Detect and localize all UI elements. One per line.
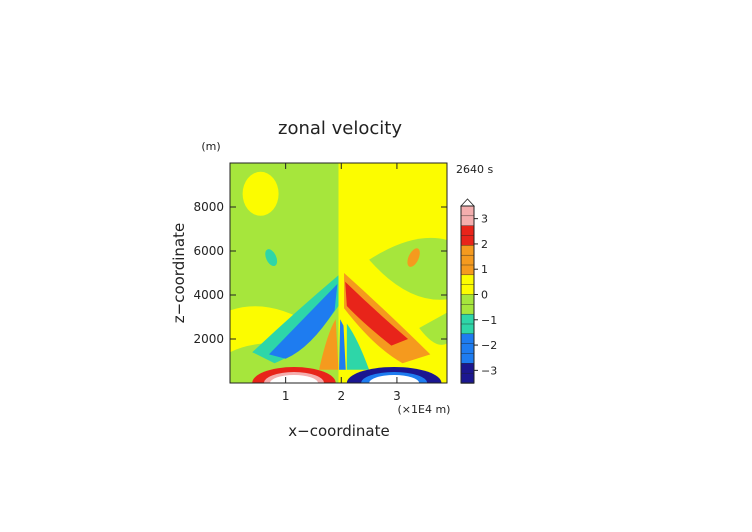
colorbar-tick-label: −1 bbox=[481, 314, 497, 327]
colorbar-band bbox=[460, 372, 475, 384]
x-tick-label: 3 bbox=[393, 389, 401, 403]
colorbar-band bbox=[460, 343, 475, 355]
chart-title: zonal velocity bbox=[278, 118, 402, 139]
x-axis-label: x−coordinate bbox=[288, 422, 389, 440]
colorbar: 3 2 1 0 −1 −2 −3 bbox=[460, 198, 497, 384]
plot-area bbox=[229, 162, 448, 384]
colorbar-band bbox=[460, 363, 475, 374]
colorbar-band bbox=[460, 333, 475, 345]
x-tick-label: 1 bbox=[282, 389, 290, 403]
heatmap-shapes bbox=[230, 163, 447, 383]
colorbar-band bbox=[460, 304, 475, 315]
field-right-band-halo bbox=[344, 273, 431, 364]
colorbar-band bbox=[460, 205, 475, 217]
field-right-inner-negative bbox=[346, 323, 370, 370]
field-right-green-mid bbox=[369, 237, 447, 300]
colorbar-tick-label: 1 bbox=[481, 263, 488, 276]
field-left-yellow-upper bbox=[242, 171, 279, 216]
field-right-upper-positive-spot bbox=[407, 248, 420, 267]
colorbar-tick-label: −3 bbox=[481, 364, 497, 377]
y-tick-label: 6000 bbox=[193, 244, 224, 258]
colorbar-band bbox=[460, 245, 475, 256]
y-tick-label: 4000 bbox=[193, 288, 224, 302]
y-tick-label: 8000 bbox=[193, 200, 224, 214]
y-tick-label: 2000 bbox=[193, 332, 224, 346]
colorbar-extend-arrow bbox=[460, 198, 475, 207]
x-tick-label: 2 bbox=[337, 389, 345, 403]
colorbar-band bbox=[460, 215, 475, 227]
colorbar-band bbox=[460, 225, 475, 237]
colorbar-band bbox=[460, 313, 475, 325]
y-axis-label: z−coordinate bbox=[170, 223, 188, 323]
colorbar-band bbox=[460, 274, 475, 286]
field-center-negative-stripe bbox=[339, 319, 346, 370]
colorbar-band bbox=[460, 235, 475, 247]
field-right-band-core bbox=[345, 281, 409, 346]
field-left-band-halo bbox=[252, 275, 339, 364]
colorbar-band bbox=[460, 284, 475, 296]
time-label: 2640 s bbox=[456, 163, 493, 176]
y-unit-label: (m) bbox=[201, 140, 220, 153]
x-unit-label: (×1E4 m) bbox=[398, 403, 451, 416]
x-axis: 1 2 3 bbox=[282, 163, 401, 403]
colorbar-band bbox=[460, 294, 475, 306]
colorbar-band bbox=[460, 323, 475, 335]
colorbar-band bbox=[460, 254, 475, 266]
heatmap-field bbox=[230, 163, 447, 383]
field-surface-positive-core bbox=[269, 375, 318, 383]
colorbar-band bbox=[460, 353, 475, 365]
colorbar-band bbox=[460, 264, 475, 276]
field-left-band-core bbox=[268, 284, 338, 359]
field-right-green-low bbox=[419, 312, 447, 345]
colorbar-tick-label: −2 bbox=[481, 339, 497, 352]
y-axis: 2000 4000 6000 8000 bbox=[193, 200, 447, 346]
field-left-inner-positive bbox=[319, 319, 339, 370]
field-left-upper-negative-spot bbox=[265, 249, 278, 267]
colorbar-tick-label: 2 bbox=[481, 238, 488, 251]
colorbar-tick-label: 3 bbox=[481, 213, 488, 226]
plot-frame bbox=[229, 162, 448, 384]
colorbar-tick-label: 0 bbox=[481, 289, 488, 302]
field-surface-negative-core bbox=[369, 375, 420, 383]
